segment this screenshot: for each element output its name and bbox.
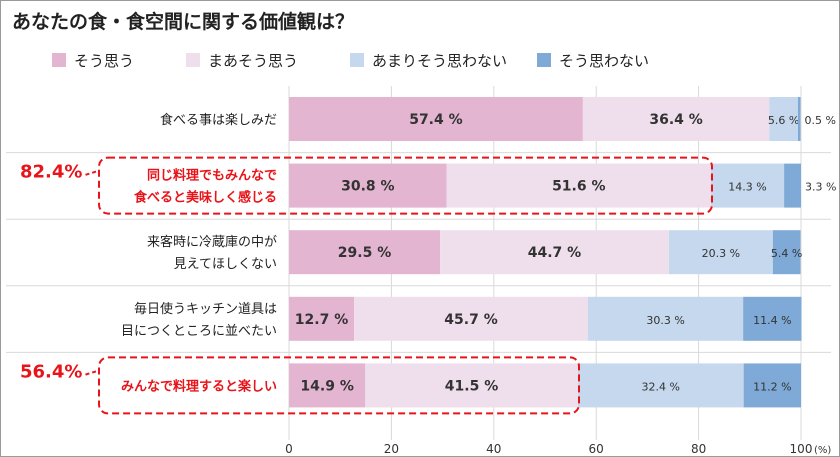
legend-swatch [350, 53, 364, 67]
data-label: 14.3 % [728, 181, 766, 194]
data-label: 30.3 % [646, 314, 684, 327]
category-label: 来客時に冷蔵庫の中が [147, 234, 277, 250]
legend-swatch [186, 53, 200, 67]
category-label: 目につくところに並べたい [121, 324, 277, 339]
data-label: 20.3 % [702, 247, 740, 260]
legend-swatch [52, 53, 66, 67]
legend-label: まあそう思う [208, 52, 298, 70]
category-label: 見えてほしくない [174, 257, 277, 272]
data-label: 0.5 % [804, 114, 835, 127]
x-tick-label: 0 [285, 442, 293, 456]
legend-label: そう思わない [559, 52, 649, 70]
bar-segment [588, 296, 744, 341]
data-label: 12.7 % [295, 312, 348, 328]
bar-segment [289, 97, 583, 141]
bar-segment [289, 163, 447, 208]
x-tick-label: 80 [691, 442, 706, 456]
data-label: 44.7 % [528, 245, 581, 261]
bar-segment [710, 163, 785, 208]
bar-segment [354, 296, 589, 341]
highlight-pointer [82, 170, 97, 177]
category-label: みんなで料理すると楽しい [121, 378, 277, 394]
data-label: 45.7 % [444, 312, 497, 328]
data-label: 32.4 % [641, 380, 679, 393]
data-label: 30.8 % [341, 179, 394, 195]
data-label: 41.5 % [445, 378, 498, 394]
legend-label: そう思う [74, 52, 134, 70]
bar-segment [668, 230, 773, 275]
data-label: 57.4 % [409, 112, 462, 128]
bar-segment [582, 97, 770, 141]
highlight-pointer [82, 370, 97, 377]
data-label: 5.6 % [768, 114, 799, 127]
bar-segment [289, 363, 366, 408]
bar-segment [289, 230, 441, 275]
category-label: 食べると美味しく感じる [134, 190, 277, 206]
bar-segment [797, 97, 801, 141]
data-label: 36.4 % [649, 112, 702, 128]
data-label: 3.3 % [805, 181, 836, 194]
category-label: 同じ料理でもみんなで [147, 168, 277, 184]
bar-segment [446, 163, 711, 208]
data-label: 11.2 % [753, 380, 791, 393]
category-label: 毎日使うキッチン道具は [134, 301, 277, 317]
x-tick-label: 100 [790, 442, 813, 456]
data-label: 51.6 % [552, 179, 605, 195]
highlight-box [98, 356, 580, 415]
category-label: 食べる事は楽しみだ [160, 112, 277, 128]
bar-segment [743, 296, 802, 341]
legend-swatch [537, 53, 551, 67]
bar-segment [440, 230, 669, 275]
chart-title: あなたの食・食空間に関する価値観は？ [12, 10, 354, 33]
legend-label: あまりそう思わない [372, 52, 507, 70]
bar-segment [365, 363, 578, 408]
bar-segment [577, 363, 744, 408]
x-tick-label: 40 [486, 442, 501, 456]
highlight-box [98, 156, 713, 215]
highlight-total: 82.4% [20, 162, 82, 183]
data-label: 29.5 % [338, 245, 391, 261]
bar-segment [769, 97, 798, 141]
bar-segment [289, 296, 355, 341]
bar-segment [772, 230, 801, 275]
bar-segment [743, 363, 801, 408]
bar-segment [784, 163, 801, 208]
x-axis-unit: (%) [814, 445, 831, 456]
data-label: 11.4 % [753, 314, 791, 327]
x-tick-label: 60 [589, 442, 604, 456]
data-label: 14.9 % [300, 378, 353, 394]
data-label: 5.4 % [771, 247, 802, 260]
highlight-total: 56.4% [20, 361, 82, 382]
x-tick-label: 20 [384, 442, 399, 456]
